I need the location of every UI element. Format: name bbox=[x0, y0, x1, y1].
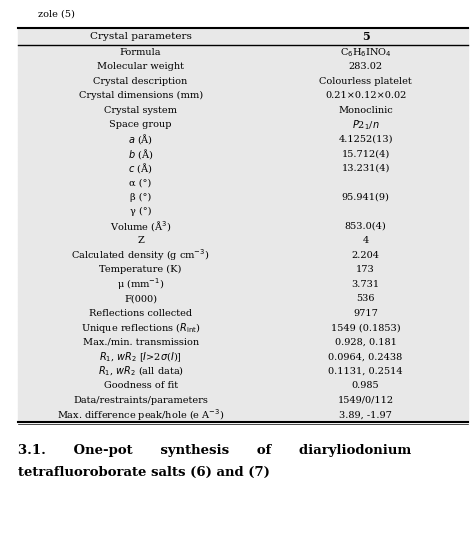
Text: 2.204: 2.204 bbox=[352, 251, 380, 260]
Bar bbox=[18, 161, 468, 175]
Text: 3.731: 3.731 bbox=[352, 280, 380, 289]
Text: 3.89, -1.97: 3.89, -1.97 bbox=[339, 411, 392, 419]
Bar bbox=[18, 118, 468, 132]
Bar bbox=[18, 277, 468, 291]
Text: 0.928, 0.181: 0.928, 0.181 bbox=[335, 338, 397, 347]
Text: Space group: Space group bbox=[109, 120, 172, 129]
Bar bbox=[18, 60, 468, 74]
Text: Crystal description: Crystal description bbox=[93, 77, 188, 86]
Text: 536: 536 bbox=[356, 294, 375, 303]
Text: 0.1131, 0.2514: 0.1131, 0.2514 bbox=[328, 367, 403, 376]
Text: $a$ (Å): $a$ (Å) bbox=[128, 132, 153, 146]
Bar bbox=[18, 89, 468, 103]
Text: Reflections collected: Reflections collected bbox=[89, 309, 192, 317]
Text: 5: 5 bbox=[362, 31, 370, 42]
Bar bbox=[18, 349, 468, 364]
Bar bbox=[18, 146, 468, 161]
Text: 95.941(9): 95.941(9) bbox=[342, 193, 390, 202]
Text: $b$ (Å): $b$ (Å) bbox=[128, 147, 153, 161]
Text: 173: 173 bbox=[356, 265, 375, 274]
Text: Molecular weight: Molecular weight bbox=[97, 62, 184, 71]
Bar bbox=[18, 190, 468, 204]
Bar bbox=[18, 74, 468, 89]
Text: 1549/0/112: 1549/0/112 bbox=[337, 396, 394, 405]
Bar bbox=[18, 364, 468, 379]
Text: 0.0964, 0.2438: 0.0964, 0.2438 bbox=[328, 352, 403, 361]
Text: $c$ (Å): $c$ (Å) bbox=[128, 162, 153, 175]
Text: 9717: 9717 bbox=[353, 309, 378, 317]
Text: μ (mm$^{-1}$): μ (mm$^{-1}$) bbox=[117, 276, 164, 292]
Text: F(000): F(000) bbox=[124, 294, 157, 303]
Text: $R_1$, $wR_2$ (all data): $R_1$, $wR_2$ (all data) bbox=[98, 364, 183, 378]
Text: Volume (Å$^3$): Volume (Å$^3$) bbox=[110, 219, 171, 233]
Text: Z: Z bbox=[137, 236, 144, 245]
Bar bbox=[18, 393, 468, 408]
Text: Formula: Formula bbox=[120, 48, 161, 57]
Bar bbox=[18, 335, 468, 349]
Text: Max./min. transmission: Max./min. transmission bbox=[82, 338, 199, 347]
Text: 283.02: 283.02 bbox=[348, 62, 383, 71]
Bar bbox=[18, 306, 468, 320]
Bar bbox=[18, 262, 468, 277]
Bar bbox=[18, 408, 468, 422]
Text: $R_1$, $wR_2$ [$I$>2$\sigma$($I$)]: $R_1$, $wR_2$ [$I$>2$\sigma$($I$)] bbox=[99, 350, 182, 364]
Text: $P$2$_1$/$n$: $P$2$_1$/$n$ bbox=[352, 118, 380, 131]
Text: C$_6$H$_6$INO$_4$: C$_6$H$_6$INO$_4$ bbox=[340, 46, 392, 58]
Bar bbox=[18, 233, 468, 248]
Bar bbox=[18, 219, 468, 233]
Text: 0.21×0.12×0.02: 0.21×0.12×0.02 bbox=[325, 91, 406, 100]
Text: Unique reflections ($R_{\mathrm{int}}$): Unique reflections ($R_{\mathrm{int}}$) bbox=[81, 321, 201, 335]
Text: α (°): α (°) bbox=[129, 178, 152, 187]
Bar bbox=[18, 132, 468, 146]
Text: Colourless platelet: Colourless platelet bbox=[319, 77, 412, 86]
Bar bbox=[18, 291, 468, 306]
Text: Max. difference peak/hole (e A$^{-3}$): Max. difference peak/hole (e A$^{-3}$) bbox=[57, 407, 224, 423]
Bar bbox=[18, 320, 468, 335]
Bar bbox=[18, 103, 468, 118]
Text: tetrafluoroborate salts (6) and (7): tetrafluoroborate salts (6) and (7) bbox=[18, 466, 270, 479]
Text: 15.712(4): 15.712(4) bbox=[341, 149, 390, 158]
Text: 13.231(4): 13.231(4) bbox=[341, 164, 390, 173]
Text: 1549 (0.1853): 1549 (0.1853) bbox=[331, 323, 401, 332]
Bar bbox=[18, 248, 468, 262]
Bar bbox=[18, 204, 468, 219]
Bar bbox=[18, 379, 468, 393]
Text: β (°): β (°) bbox=[130, 193, 151, 202]
Text: Crystal dimensions (mm): Crystal dimensions (mm) bbox=[79, 91, 203, 100]
Text: 3.1.      One-pot      synthesis      of      diaryliodonium: 3.1. One-pot synthesis of diaryliodonium bbox=[18, 444, 411, 457]
Text: Crystal parameters: Crystal parameters bbox=[90, 32, 191, 41]
Text: Crystal system: Crystal system bbox=[104, 106, 177, 115]
Text: γ (°): γ (°) bbox=[130, 207, 151, 216]
Text: zole (5): zole (5) bbox=[38, 10, 75, 19]
Text: 853.0(4): 853.0(4) bbox=[345, 222, 386, 231]
Text: Calculated density (g cm$^{-3}$): Calculated density (g cm$^{-3}$) bbox=[72, 247, 210, 263]
Bar bbox=[18, 45, 468, 60]
Text: Goodness of fit: Goodness of fit bbox=[103, 381, 178, 390]
Text: 4.1252(13): 4.1252(13) bbox=[338, 135, 393, 144]
Text: Data/restraints/parameters: Data/restraints/parameters bbox=[73, 396, 208, 405]
Text: Temperature (K): Temperature (K) bbox=[100, 265, 182, 274]
Text: 4: 4 bbox=[363, 236, 369, 245]
Text: 0.985: 0.985 bbox=[352, 381, 380, 390]
Text: Monoclinic: Monoclinic bbox=[338, 106, 393, 115]
Bar bbox=[18, 175, 468, 190]
Bar bbox=[18, 28, 468, 45]
